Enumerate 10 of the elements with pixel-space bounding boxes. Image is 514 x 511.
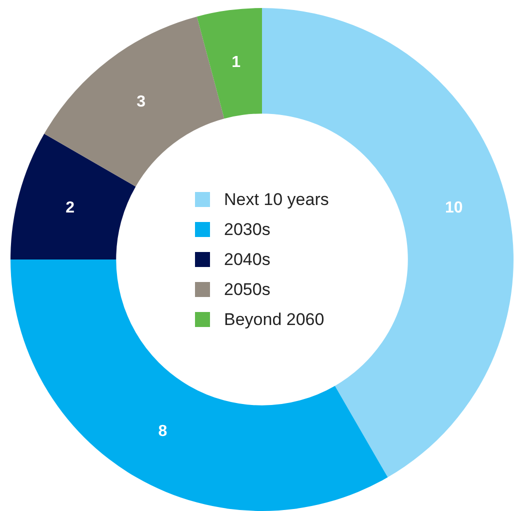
legend-label: Next 10 years [224, 190, 329, 210]
data-label: 1 [232, 54, 241, 71]
data-label: 10 [445, 199, 463, 216]
legend-label: 2030s [224, 220, 270, 240]
data-label: 8 [158, 422, 168, 440]
data-label: 3 [136, 93, 146, 110]
legend-label: 2040s [224, 250, 270, 270]
legend-label: Beyond 2060 [224, 310, 324, 330]
data-label: 2 [66, 199, 75, 216]
legend-label: 2050s [224, 280, 270, 300]
